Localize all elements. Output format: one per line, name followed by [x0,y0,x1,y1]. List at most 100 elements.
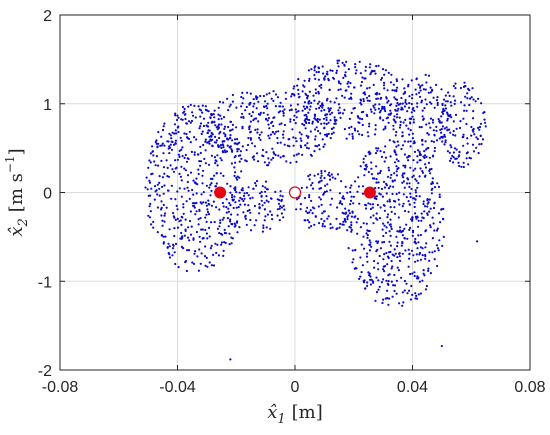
data-point [295,116,298,119]
data-point [189,171,193,174]
data-point [270,121,273,125]
data-point [430,167,433,171]
data-point [375,276,378,279]
data-point [297,78,300,81]
data-point [219,221,222,224]
data-point [210,154,213,157]
data-point [472,130,475,133]
data-point [257,100,260,103]
data-point [205,184,208,187]
data-point [264,190,267,193]
data-point [422,117,425,120]
data-point [393,89,396,92]
data-point [378,217,382,220]
data-point [392,124,395,127]
data-point [282,130,285,133]
data-point [442,235,445,238]
data-point [319,104,322,108]
data-point [393,96,396,99]
data-point [160,200,163,203]
data-point [416,105,419,108]
data-point [177,266,180,269]
data-point [297,88,300,91]
data-point [365,113,368,116]
data-point [308,121,311,125]
data-point [264,118,268,121]
data-point [321,106,324,109]
data-point [382,204,385,207]
data-point [172,143,176,146]
data-point [314,138,317,141]
data-point [368,66,371,69]
data-point [163,214,166,217]
data-point [385,226,388,229]
data-point [215,172,218,175]
data-point [388,223,391,226]
data-point [308,226,311,229]
data-point [301,122,304,126]
data-point [209,194,212,197]
data-point [414,260,417,263]
data-point [382,128,385,131]
data-point [346,215,349,218]
data-point [246,91,249,94]
data-point [390,73,393,76]
data-point [373,133,377,136]
data-point [374,195,377,198]
data-point [462,161,465,164]
data-point [475,146,478,149]
data-point [327,121,330,124]
data-point [433,146,436,149]
data-point [311,120,314,123]
y-axis-title-unit: [m s [6,173,27,212]
data-point [215,141,218,144]
data-point [238,176,241,179]
data-point [314,144,317,147]
data-point [259,94,262,98]
data-point [377,279,380,282]
data-point [408,95,411,98]
data-point [227,109,230,112]
data-point [161,128,165,132]
data-point [329,136,332,140]
data-point [246,209,249,213]
data-point [435,129,438,132]
data-point [441,103,444,107]
data-point [317,70,320,74]
data-point [422,200,425,203]
data-point [317,78,320,81]
data-point [266,102,269,105]
data-point [155,139,158,142]
data-point [183,234,186,237]
data-point [314,77,317,80]
data-point [414,167,417,170]
data-point [463,104,466,107]
data-point [165,206,168,209]
data-point [213,156,217,159]
data-point [220,243,223,246]
data-point [174,142,177,145]
data-point [269,210,272,213]
data-point [271,147,274,150]
data-point [384,156,388,159]
data-point [407,178,410,181]
data-point [414,198,417,201]
data-point [413,205,416,209]
data-point [366,260,369,263]
data-point [478,128,481,131]
data-point [271,131,274,134]
data-point [175,132,178,135]
data-point [213,116,216,119]
data-point [295,153,298,156]
data-point [221,201,224,205]
data-point [342,223,345,226]
data-point [343,128,346,131]
data-point [251,156,254,159]
data-point [183,167,186,170]
data-point [398,259,402,262]
data-point [410,187,413,191]
data-point [229,204,232,207]
data-point [403,237,406,240]
data-point [322,145,325,148]
data-point [480,142,483,146]
